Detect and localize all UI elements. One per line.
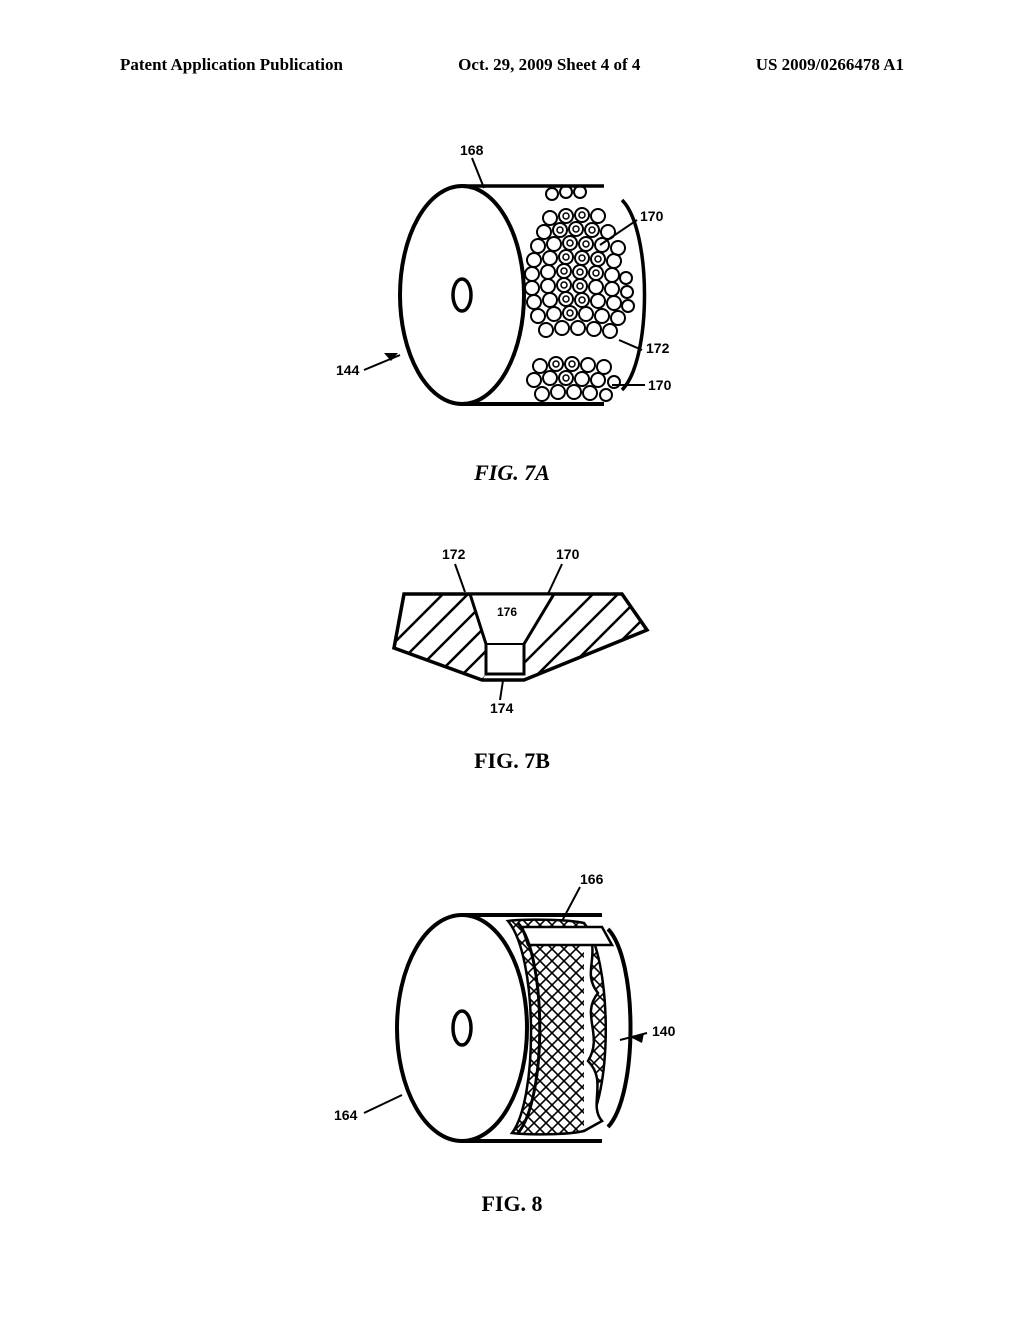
label-174: 174 bbox=[490, 700, 513, 716]
header-right: US 2009/0266478 A1 bbox=[756, 55, 904, 75]
page-header: Patent Application Publication Oct. 29, … bbox=[0, 55, 1024, 75]
figure-8-svg bbox=[312, 865, 712, 1175]
label-144: 144 bbox=[336, 362, 359, 378]
label-170-b: 170 bbox=[648, 377, 671, 393]
figure-7a: 168 170 172 170 144 FIG. 7A bbox=[322, 140, 702, 486]
label-170-a: 170 bbox=[640, 208, 663, 224]
label-170c: 170 bbox=[556, 546, 579, 562]
figure-7b: 172 170 176 174 FIG. 7B bbox=[352, 540, 672, 774]
label-172b: 172 bbox=[442, 546, 465, 562]
figure-7a-svg bbox=[322, 140, 702, 450]
header-center: Oct. 29, 2009 Sheet 4 of 4 bbox=[458, 55, 640, 75]
label-168: 168 bbox=[460, 142, 483, 158]
figure-7b-caption: FIG. 7B bbox=[352, 748, 672, 774]
label-140: 140 bbox=[652, 1023, 675, 1039]
label-164: 164 bbox=[334, 1107, 357, 1123]
figure-8: 166 140 164 FIG. 8 bbox=[312, 865, 712, 1217]
figure-8-caption: FIG. 8 bbox=[312, 1191, 712, 1217]
label-166: 166 bbox=[580, 871, 603, 887]
figure-7a-caption: FIG. 7A bbox=[322, 460, 702, 486]
label-172: 172 bbox=[646, 340, 669, 356]
header-left: Patent Application Publication bbox=[120, 55, 343, 75]
label-176: 176 bbox=[497, 605, 517, 619]
